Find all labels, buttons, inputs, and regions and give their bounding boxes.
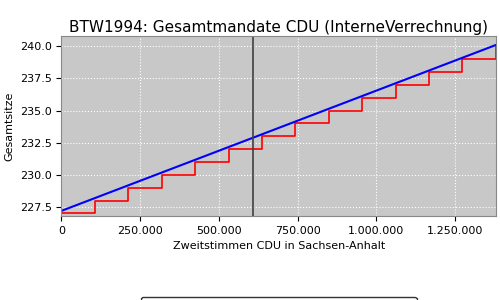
Sitze real — [92, 212, 98, 215]
Sitze real — [126, 186, 132, 190]
Sitze ideal — [80, 201, 86, 204]
Sitze real — [226, 160, 232, 164]
Sitze real — [126, 186, 132, 190]
Sitze real — [226, 147, 232, 151]
Sitze ideal — [493, 43, 499, 47]
Sitze real — [426, 70, 432, 74]
Y-axis label: Gesamtsitze: Gesamtsitze — [4, 91, 14, 161]
Sitze real — [292, 122, 298, 125]
Sitze ideal — [258, 133, 264, 136]
Sitze real — [158, 186, 164, 190]
Sitze real — [359, 96, 365, 100]
Sitze real — [158, 173, 164, 177]
Sitze ideal — [400, 79, 406, 82]
Sitze real — [158, 173, 164, 177]
Sitze real — [92, 199, 98, 202]
Sitze real — [392, 83, 398, 87]
Legend: Sitze real, Sitze ideal, Wahlergebnis: Sitze real, Sitze ideal, Wahlergebnis — [141, 297, 416, 300]
Sitze real — [359, 96, 365, 100]
X-axis label: Zweitstimmen CDU in Sachsen-Anhalt: Zweitstimmen CDU in Sachsen-Anhalt — [172, 241, 385, 251]
Sitze real — [92, 199, 98, 202]
Sitze real — [259, 134, 265, 138]
Sitze real — [192, 160, 198, 164]
Sitze ideal — [270, 128, 276, 132]
Sitze real — [126, 199, 132, 202]
Sitze real — [392, 83, 398, 87]
Sitze real — [426, 83, 432, 87]
Sitze real — [58, 212, 64, 215]
Sitze ideal — [58, 209, 64, 213]
Sitze real — [493, 44, 499, 48]
Sitze real — [226, 147, 232, 151]
Line: Sitze real: Sitze real — [62, 46, 496, 213]
Sitze real — [326, 122, 332, 125]
Sitze real — [493, 57, 499, 61]
Sitze ideal — [480, 48, 486, 52]
Line: Sitze ideal: Sitze ideal — [62, 45, 496, 211]
Sitze real — [259, 134, 265, 138]
Title: BTW1994: Gesamtmandate CDU (InterneVerrechnung): BTW1994: Gesamtmandate CDU (InterneVerre… — [69, 20, 488, 35]
Sitze real — [259, 147, 265, 151]
Sitze real — [326, 109, 332, 112]
Sitze real — [392, 96, 398, 100]
Sitze ideal — [480, 48, 486, 52]
Sitze real — [460, 70, 466, 74]
Sitze real — [292, 134, 298, 138]
Sitze real — [460, 57, 466, 61]
Sitze real — [426, 70, 432, 74]
Sitze real — [192, 173, 198, 177]
Sitze real — [326, 109, 332, 112]
Sitze real — [192, 160, 198, 164]
Sitze real — [292, 122, 298, 125]
Sitze real — [359, 109, 365, 112]
Sitze real — [460, 57, 466, 61]
